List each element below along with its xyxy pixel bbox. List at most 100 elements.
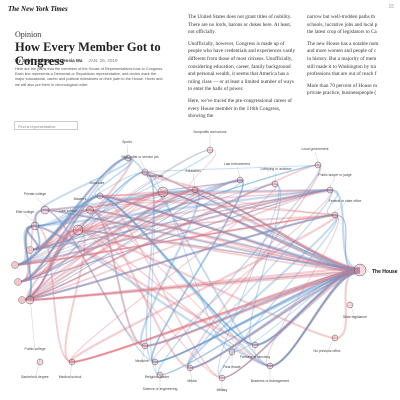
flow-line [14, 179, 361, 270]
flow-line [17, 179, 361, 363]
node [72, 224, 84, 236]
text-line: and more women and people of c [307, 48, 377, 55]
flow-line [21, 195, 361, 367]
flow-line [21, 179, 361, 301]
node [36, 358, 44, 366]
section-label: Opinion [15, 30, 42, 39]
flow-line [17, 179, 361, 283]
flow-line [17, 195, 361, 346]
text-line: still made it to Washington by tra [307, 63, 376, 70]
flow-line [29, 157, 361, 367]
node-label: Law enforcement [224, 162, 250, 166]
leader-line [96, 185, 101, 194]
leader-line [236, 166, 241, 178]
flow-line [17, 191, 361, 283]
paragraph: Unofficially, however, Congress is made … [188, 40, 296, 93]
date: JAN. 26, 2019 [88, 58, 118, 63]
node-label: No previous office [313, 349, 340, 353]
flow-line [21, 209, 361, 347]
share-count[interactable]: 15 [388, 4, 394, 10]
flow-line [17, 228, 361, 340]
flow-line [21, 171, 361, 301]
flow-line [17, 191, 361, 283]
leader-line [189, 364, 193, 384]
text-line: More than 70 percent of House m [307, 82, 378, 89]
node [68, 358, 76, 366]
logo[interactable]: The New York Times [8, 5, 68, 13]
node-label: Master's [74, 197, 87, 201]
node-label: Religious leader [145, 375, 170, 379]
flow-line [14, 194, 361, 347]
start-node [14, 278, 22, 286]
flow-line [14, 191, 361, 271]
leader-line [69, 358, 73, 380]
flow-line [14, 194, 361, 272]
flow-line [14, 195, 361, 346]
node [151, 358, 159, 366]
flow-line [29, 164, 361, 376]
flow-line [17, 195, 361, 379]
node [124, 154, 132, 162]
node [86, 206, 94, 214]
flow-line [21, 188, 361, 302]
leader-line [329, 177, 336, 188]
node [218, 374, 226, 382]
flow-line [21, 228, 361, 364]
leader-line [79, 201, 91, 207]
flow-line [17, 225, 361, 363]
flow-line [21, 213, 361, 370]
flow-line [14, 213, 361, 270]
paragraph: narrow but well-trodden paths th schools,… [307, 14, 400, 37]
leader-line [349, 301, 356, 320]
node-label: Lobbying or activism [261, 167, 292, 171]
start-node [18, 296, 26, 304]
article-column: narrow but well-trodden paths th schools,… [307, 14, 400, 102]
flow-line [21, 209, 361, 301]
node-label: Medical school [59, 375, 82, 379]
node [157, 186, 169, 198]
headline: How Every Member Got to Congress [15, 40, 161, 68]
node-label: Farming or ranching [240, 355, 270, 359]
search-box[interactable]: Find a representative [14, 121, 78, 130]
node-label: Public college [25, 347, 46, 351]
flow-line [14, 149, 361, 270]
flow-line [14, 157, 361, 273]
flow-line [14, 208, 361, 348]
node-label: Federal or state office [329, 199, 362, 203]
node [228, 348, 236, 356]
flow-line [26, 156, 361, 302]
leader-line [314, 151, 319, 163]
flow-line [21, 229, 361, 379]
flow-line [21, 171, 361, 376]
text-line: in history. But a majority of mem [307, 55, 377, 62]
leader-line [67, 213, 79, 226]
node-label: Military [217, 388, 228, 392]
leader-line [139, 159, 146, 170]
flow-line [26, 224, 361, 368]
node [156, 371, 164, 379]
node-label: The House [372, 269, 398, 275]
node [331, 211, 339, 219]
flow-line [29, 189, 361, 363]
flow-line [17, 171, 361, 353]
node [96, 192, 104, 200]
flow-line [17, 189, 361, 301]
node [25, 295, 35, 305]
flow-line [17, 188, 361, 348]
node [353, 263, 367, 277]
flow-line [14, 214, 361, 367]
flow-line [21, 183, 361, 363]
node [141, 168, 149, 176]
flow-line [17, 157, 361, 283]
node [206, 146, 214, 154]
node-label: Law school [60, 209, 77, 213]
flow-line [26, 190, 361, 302]
flow-line [21, 213, 361, 364]
text-line: narrow but well-trodden paths th [307, 14, 375, 20]
node-label: Private college [24, 192, 46, 196]
flow-line [21, 179, 361, 301]
flow-line [29, 229, 361, 367]
text-line: The new House has a notable num [307, 40, 379, 47]
